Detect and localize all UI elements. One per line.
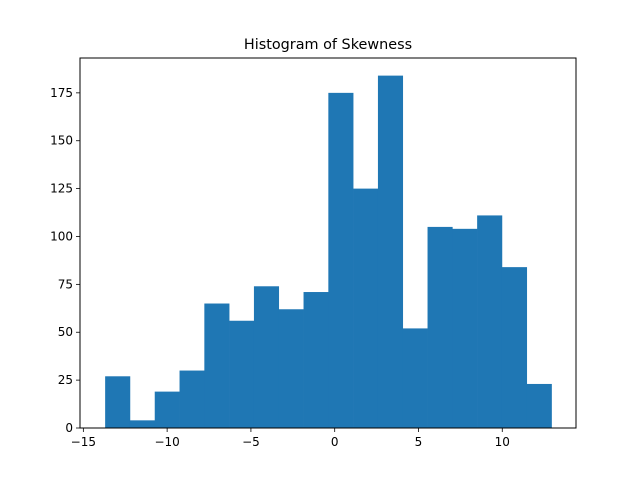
plot-frame <box>79 57 577 429</box>
x-tick-label: 10 <box>495 435 510 449</box>
histogram-bar <box>179 370 205 428</box>
histogram-bar <box>303 292 329 428</box>
histogram-bar <box>501 267 528 428</box>
y-tick-label: 75 <box>58 277 73 291</box>
histogram-bar <box>427 226 453 428</box>
histogram-bar <box>328 92 354 429</box>
x-tick-label: −5 <box>242 435 260 449</box>
x-tick-label: −10 <box>154 435 179 449</box>
chart-title: Histogram of Skewness <box>244 37 412 53</box>
y-tick-label: 0 <box>65 421 73 435</box>
histogram-bar <box>477 215 503 428</box>
x-tick-label: 5 <box>415 435 423 449</box>
histogram-bar <box>154 391 180 428</box>
y-tick-label: 175 <box>50 86 73 100</box>
x-tick-label: 0 <box>331 435 339 449</box>
y-tick-label: 100 <box>50 229 73 243</box>
histogram-bar <box>204 303 230 428</box>
histogram-bar <box>105 376 131 428</box>
bars-group <box>105 75 552 429</box>
histogram-bar <box>402 328 428 428</box>
x-tick-label: −15 <box>71 435 96 449</box>
x-axis: −15 −10 −5 0 5 10 <box>71 428 510 449</box>
y-tick-label: 125 <box>50 182 73 196</box>
histogram-bar <box>526 383 552 428</box>
histogram-bar <box>253 286 280 428</box>
histogram-bar <box>353 188 379 428</box>
y-tick-label: 50 <box>58 325 73 339</box>
y-axis: 0 25 50 75 100 125 150 175 <box>50 86 80 435</box>
y-tick-label: 150 <box>50 134 73 148</box>
histogram-bar <box>229 320 255 428</box>
y-tick-label: 25 <box>58 373 73 387</box>
histogram-bar <box>377 75 404 429</box>
histogram-bar <box>452 228 478 428</box>
histogram-bar <box>129 420 156 428</box>
histogram-bar <box>278 309 304 428</box>
